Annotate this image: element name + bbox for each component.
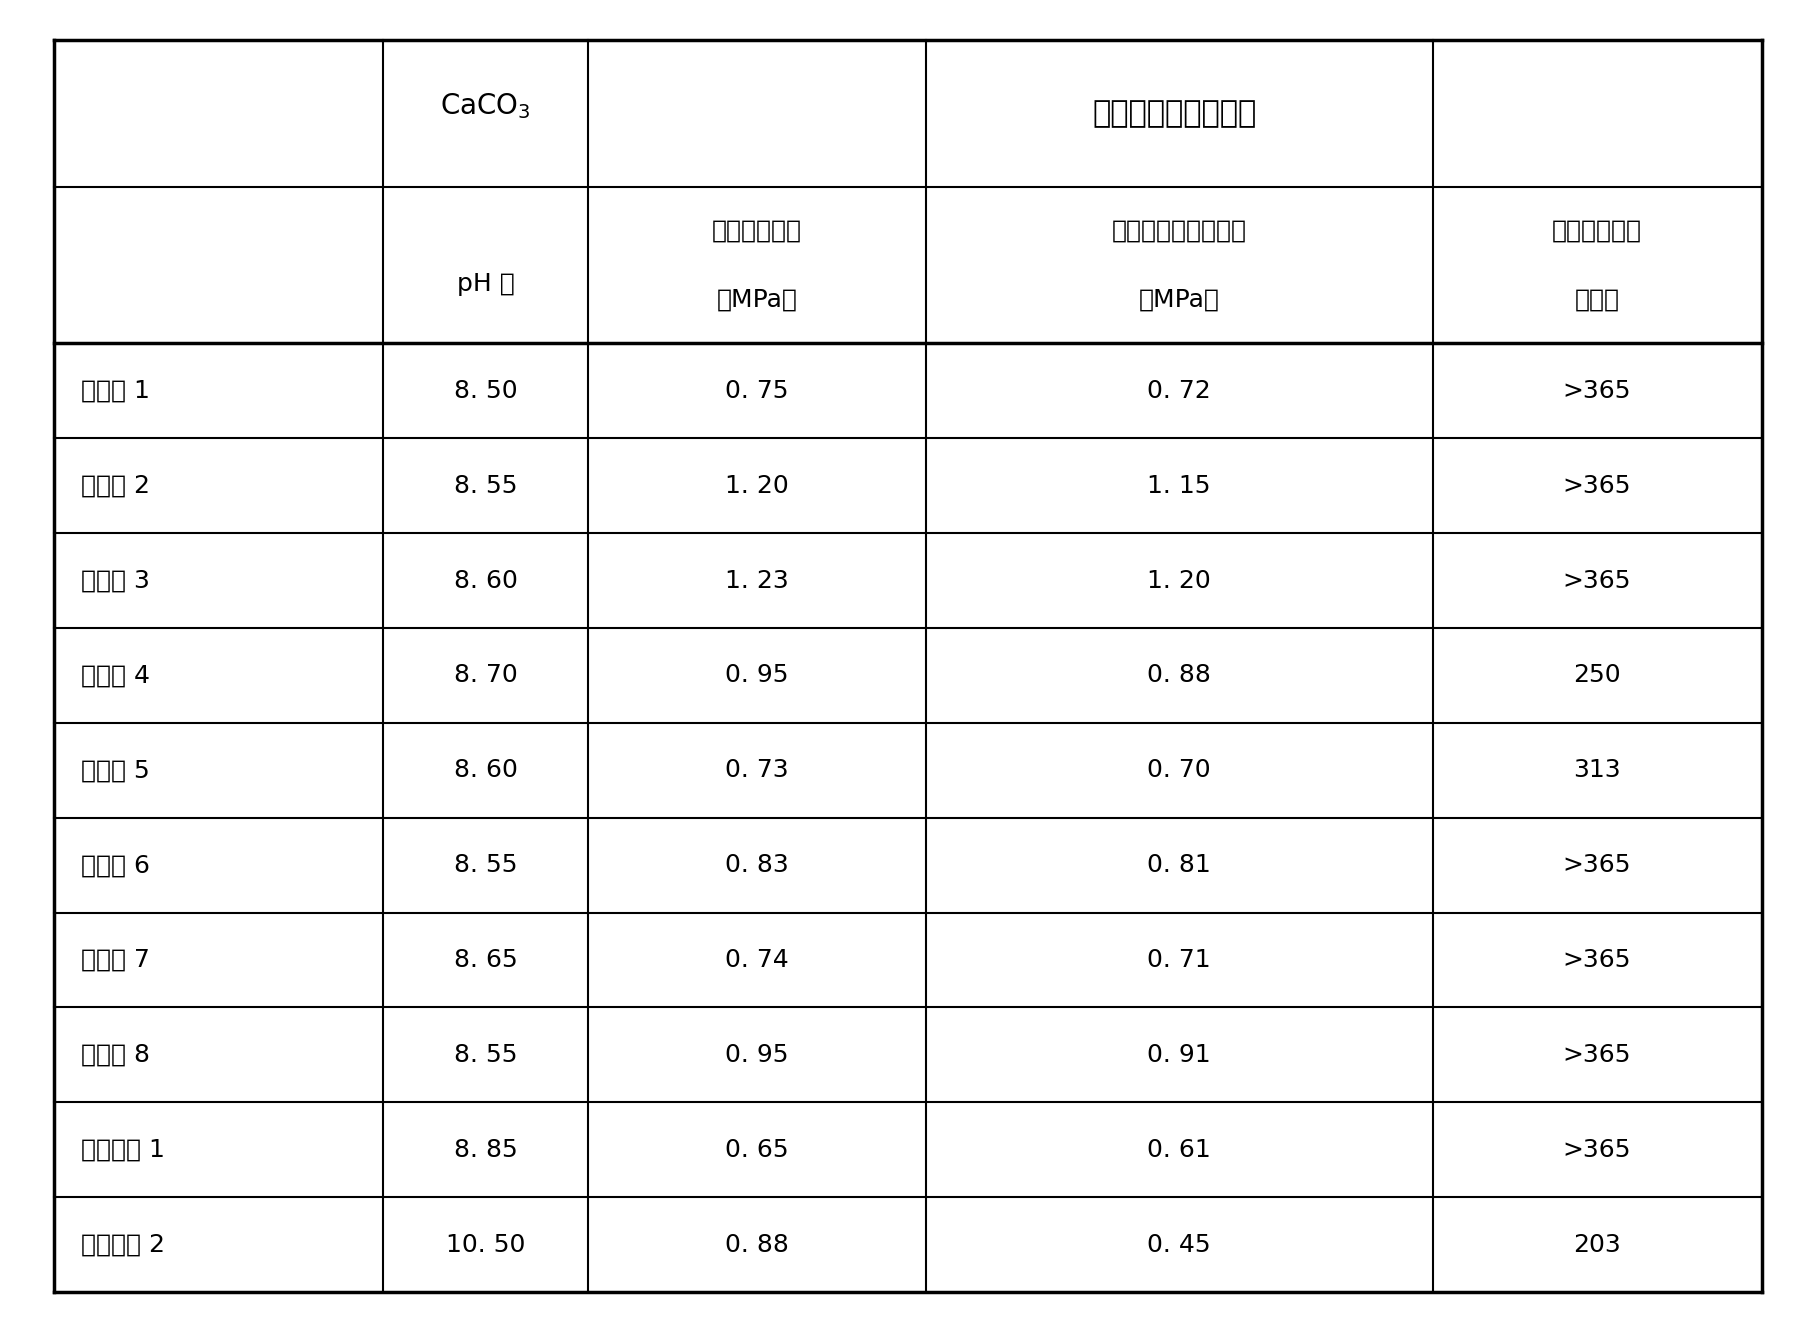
Text: 0. 75: 0. 75 [725, 378, 788, 402]
Text: 0. 95: 0. 95 [725, 1043, 788, 1067]
Text: 拉伸粘结强度: 拉伸粘结强度 [712, 218, 803, 242]
Text: 8. 60: 8. 60 [454, 758, 518, 782]
Text: 8. 70: 8. 70 [454, 663, 518, 687]
Text: 实施例 6: 实施例 6 [80, 854, 149, 878]
Text: 8. 65: 8. 65 [454, 948, 518, 972]
Text: pH 値: pH 値 [458, 272, 514, 296]
Text: 0. 45: 0. 45 [1148, 1232, 1211, 1256]
Text: 0. 74: 0. 74 [725, 948, 788, 972]
Text: 实施例 8: 实施例 8 [80, 1043, 149, 1067]
Text: CaCO$_3$: CaCO$_3$ [439, 91, 530, 121]
Text: 0. 95: 0. 95 [725, 663, 788, 687]
Text: 填充室温硫化硅酮胶: 填充室温硫化硅酮胶 [1093, 99, 1257, 128]
Text: 1. 15: 1. 15 [1148, 474, 1211, 498]
Text: 8. 55: 8. 55 [454, 474, 518, 498]
Text: >365: >365 [1564, 474, 1631, 498]
Text: 8. 55: 8. 55 [454, 854, 518, 878]
Text: 0. 81: 0. 81 [1148, 854, 1211, 878]
Text: （天）: （天） [1574, 288, 1620, 312]
Text: 0. 65: 0. 65 [725, 1138, 788, 1162]
Text: 凝胶化时间，: 凝胶化时间， [1553, 218, 1642, 242]
Text: 0. 83: 0. 83 [725, 854, 788, 878]
Text: 0. 73: 0. 73 [725, 758, 788, 782]
Text: 实施例 4: 实施例 4 [80, 663, 149, 687]
Text: 对比实例 2: 对比实例 2 [80, 1232, 165, 1256]
Text: 8. 85: 8. 85 [454, 1138, 518, 1162]
Text: 1. 20: 1. 20 [1148, 569, 1211, 593]
Text: 实施例 1: 实施例 1 [80, 378, 149, 402]
Text: 实施例 7: 实施例 7 [80, 948, 149, 972]
Text: 0. 61: 0. 61 [1148, 1138, 1211, 1162]
Text: >365: >365 [1564, 854, 1631, 878]
Text: >365: >365 [1564, 378, 1631, 402]
Text: 8. 55: 8. 55 [454, 1043, 518, 1067]
Text: 250: 250 [1573, 663, 1622, 687]
Text: 1. 23: 1. 23 [725, 569, 788, 593]
Text: 浸水后拉伸粘结强度: 浸水后拉伸粘结强度 [1111, 218, 1246, 242]
Text: 203: 203 [1573, 1232, 1622, 1256]
Text: 0. 72: 0. 72 [1148, 378, 1211, 402]
Text: >365: >365 [1564, 569, 1631, 593]
Text: 对比实例 1: 对比实例 1 [80, 1138, 165, 1162]
Text: >365: >365 [1564, 1043, 1631, 1067]
Text: 实施例 5: 实施例 5 [80, 758, 149, 782]
Text: 10. 50: 10. 50 [447, 1232, 525, 1256]
Text: >365: >365 [1564, 1138, 1631, 1162]
Text: （MPa）: （MPa） [717, 288, 797, 312]
Text: 0. 70: 0. 70 [1148, 758, 1211, 782]
Text: 实施例 2: 实施例 2 [80, 474, 149, 498]
Text: 0. 88: 0. 88 [1148, 663, 1211, 687]
Text: 0. 71: 0. 71 [1148, 948, 1211, 972]
Text: （MPa）: （MPa） [1139, 288, 1220, 312]
Text: 8. 50: 8. 50 [454, 378, 518, 402]
Text: 0. 88: 0. 88 [725, 1232, 788, 1256]
Text: 8. 60: 8. 60 [454, 569, 518, 593]
Text: 1. 20: 1. 20 [725, 474, 788, 498]
Text: >365: >365 [1564, 948, 1631, 972]
Text: 313: 313 [1573, 758, 1622, 782]
Text: 实施例 3: 实施例 3 [80, 569, 149, 593]
Text: 0. 91: 0. 91 [1148, 1043, 1211, 1067]
